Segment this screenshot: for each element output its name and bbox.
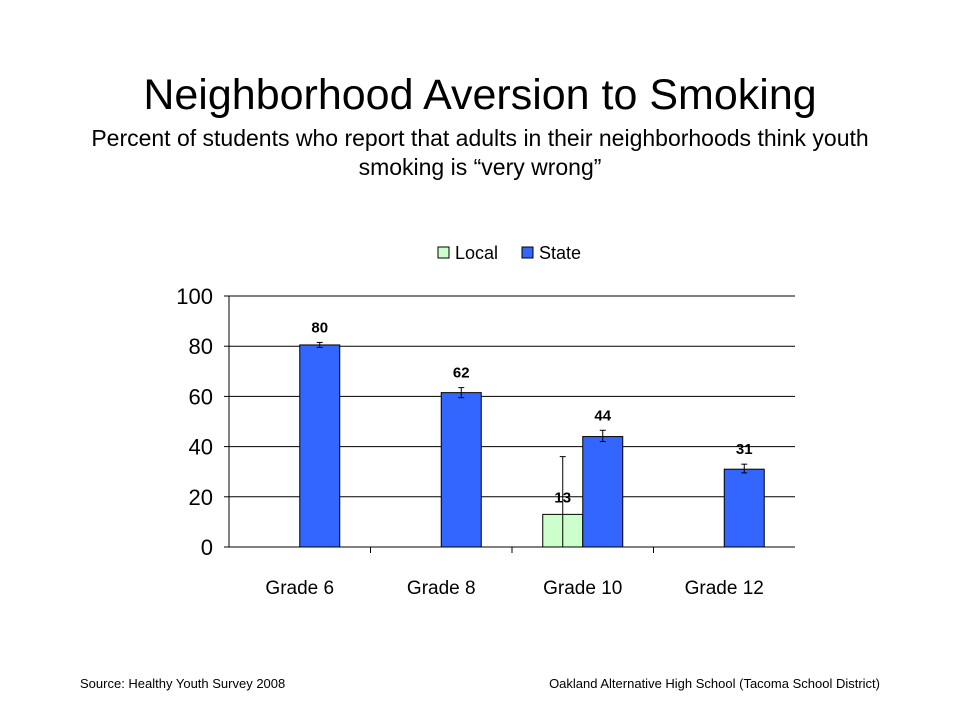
chart-subtitle: Percent of students who report that adul… xyxy=(91,125,869,180)
legend-label-state: State xyxy=(539,243,581,263)
bar-state-grade-8 xyxy=(440,392,482,548)
y-tick-label: 60 xyxy=(189,384,213,409)
data-label: 44 xyxy=(594,407,611,424)
school-note: Oakland Alternative High School (Tacoma … xyxy=(549,676,880,691)
source-note: Source: Healthy Youth Survey 2008 xyxy=(80,676,286,691)
x-tick-label: Grade 10 xyxy=(543,578,622,599)
y-tick-label: 80 xyxy=(189,334,213,359)
legend-swatch-state xyxy=(521,246,534,259)
chart-title: Neighborhood Aversion to Smoking xyxy=(143,71,817,119)
legend-swatch-local xyxy=(437,246,450,259)
bar-state-grade-10 xyxy=(582,436,624,548)
x-tick-label: Grade 6 xyxy=(265,578,334,599)
y-tick-label: 20 xyxy=(189,485,213,510)
x-tick-label: Grade 12 xyxy=(685,578,764,599)
x-tick-label: Grade 8 xyxy=(407,578,476,599)
data-label: 80 xyxy=(311,319,328,336)
data-label: 13 xyxy=(554,489,571,506)
y-tick-label: 100 xyxy=(176,284,213,309)
data-label: 31 xyxy=(736,441,753,458)
y-tick-label: 0 xyxy=(201,535,213,560)
legend-label-local: Local xyxy=(455,243,498,263)
data-label: 62 xyxy=(453,365,470,382)
bar-state-grade-6 xyxy=(299,344,341,548)
bar-state-grade-12 xyxy=(723,468,765,548)
y-tick-label: 40 xyxy=(189,435,213,460)
